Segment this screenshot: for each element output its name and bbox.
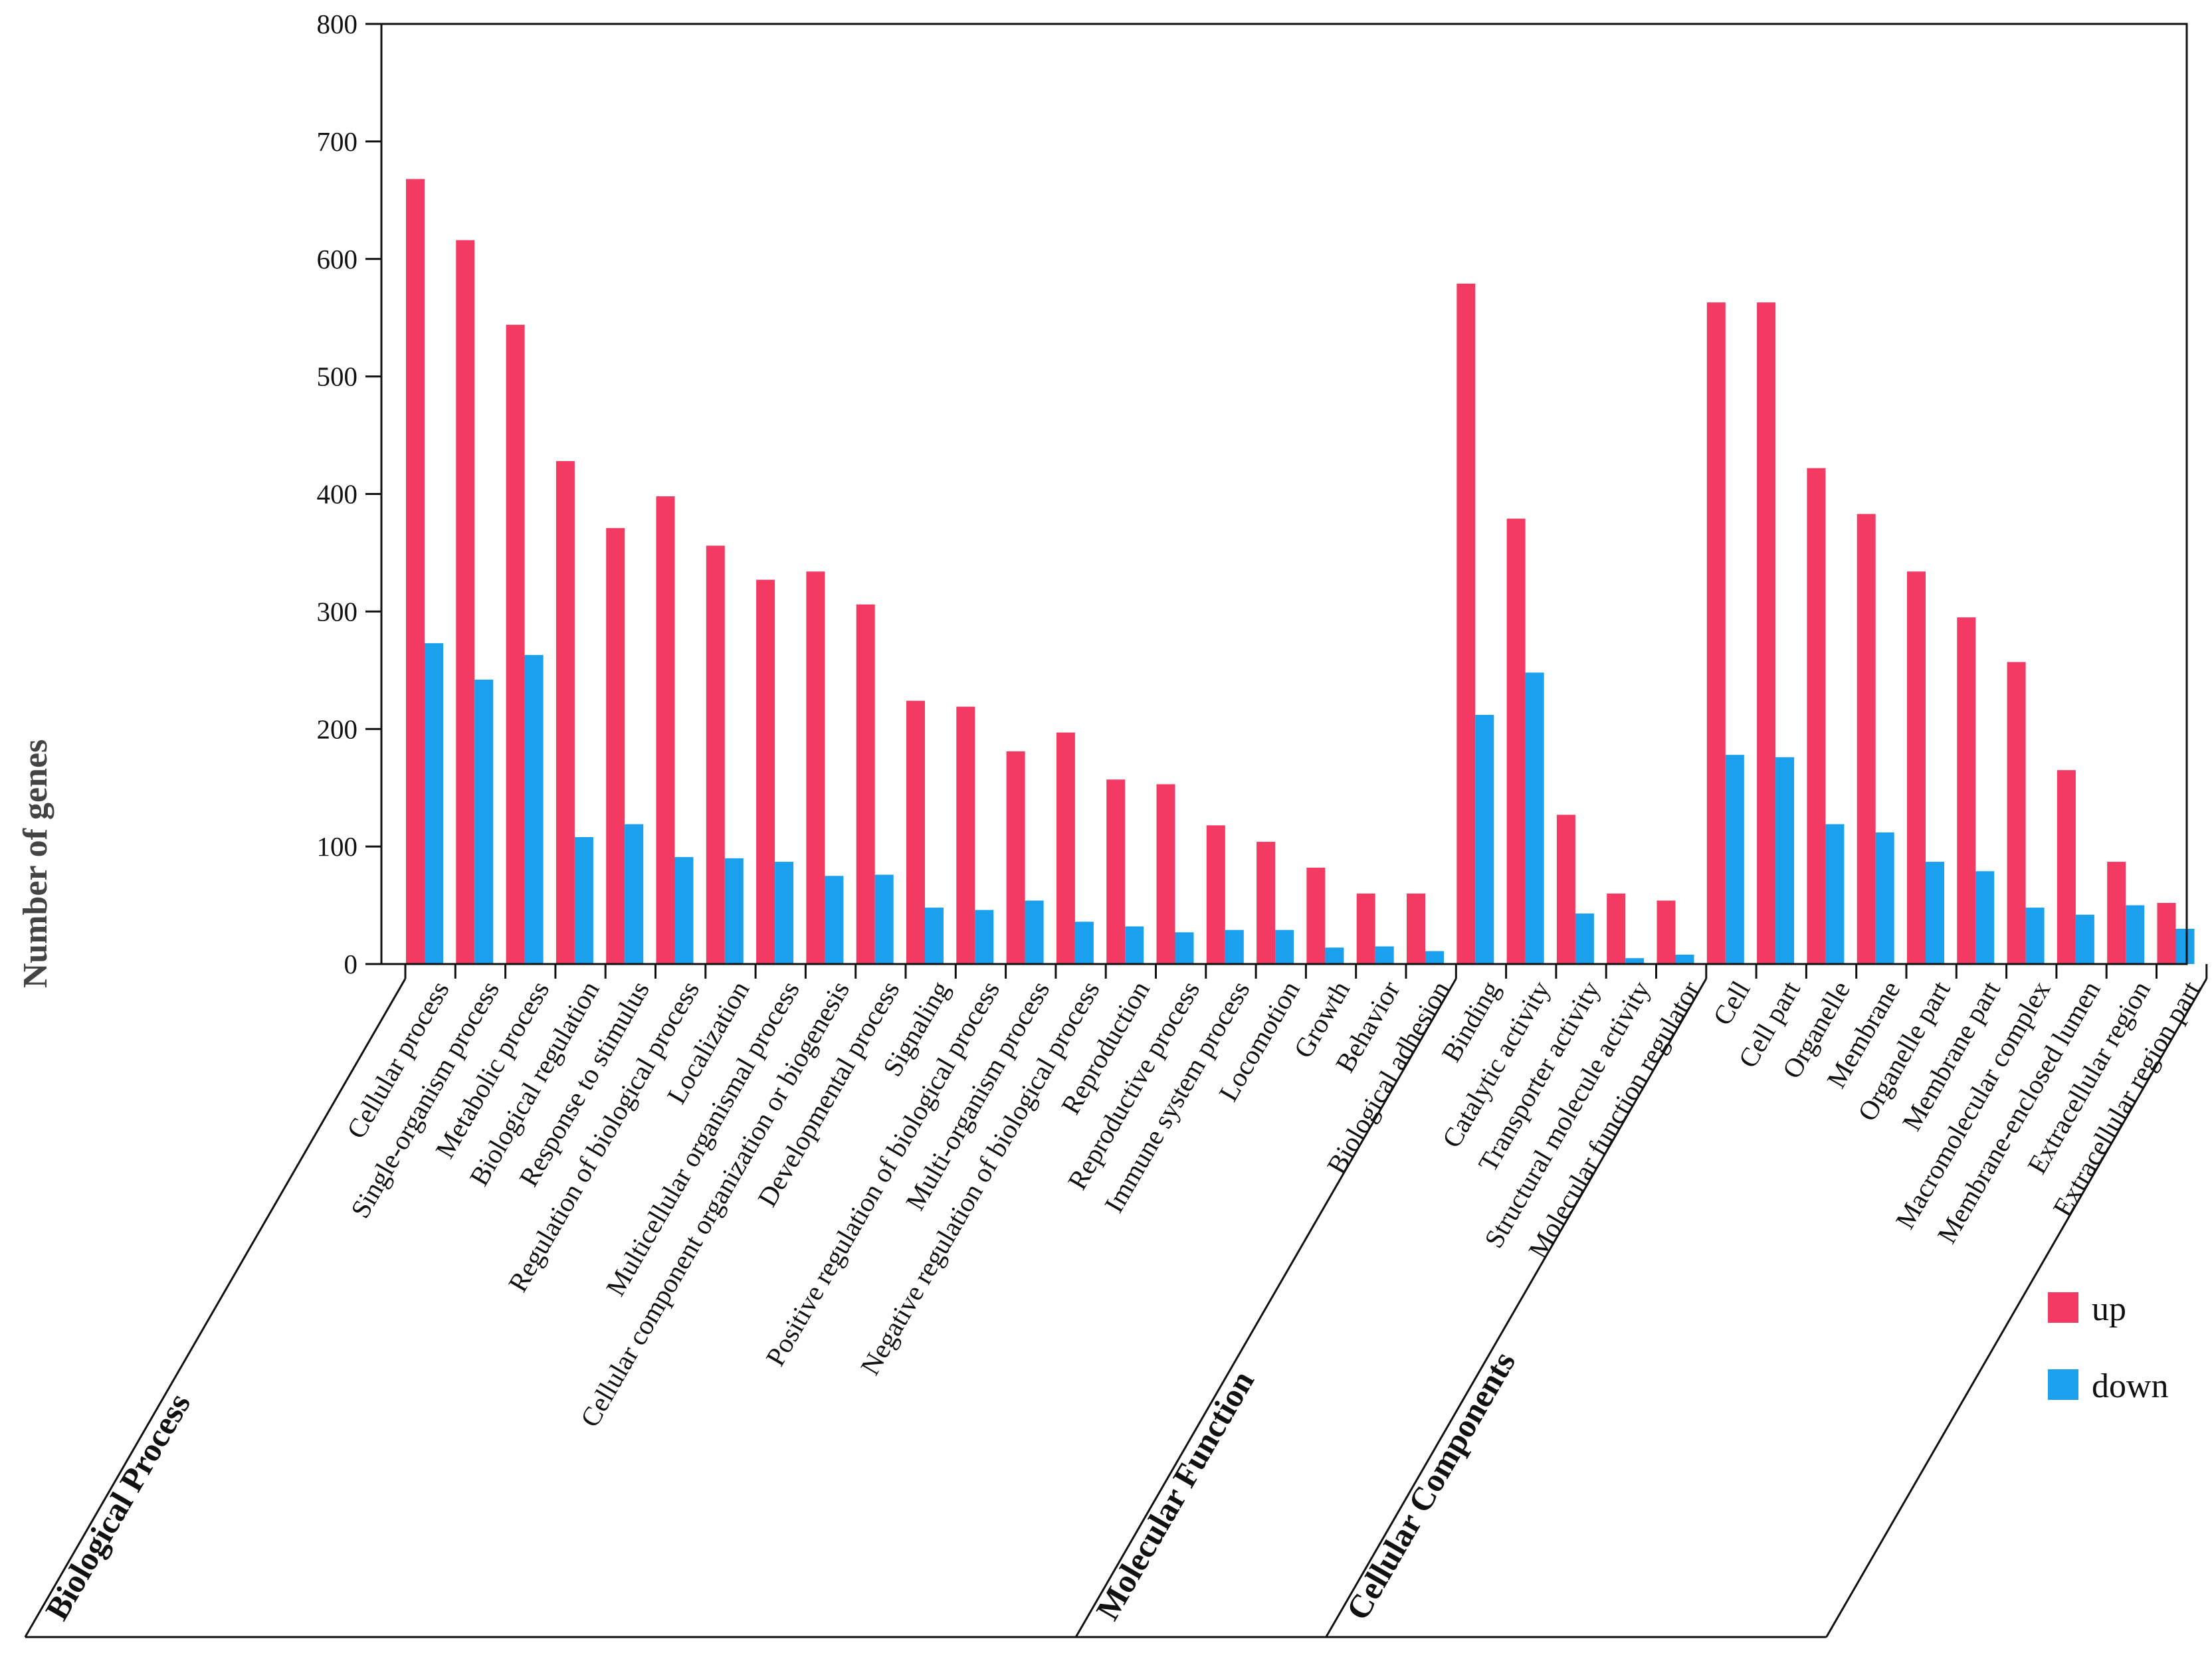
bar-up — [806, 571, 825, 964]
bar-down — [2175, 928, 2195, 964]
bar-up — [1457, 283, 1476, 964]
bar-down — [524, 654, 544, 964]
bar-down — [1725, 755, 1744, 964]
group-separator — [1325, 978, 1708, 1638]
bar-down — [1775, 757, 1795, 964]
bar-up — [1757, 302, 1776, 965]
legend-swatch-up — [2048, 1292, 2078, 1323]
y-tick-label: 600 — [317, 244, 358, 274]
y-tick-label: 100 — [317, 831, 358, 862]
bar-up — [1556, 815, 1575, 964]
bar-down — [1125, 926, 1144, 964]
bar-up — [555, 460, 575, 964]
y-tick-label: 700 — [317, 126, 358, 157]
bar-up — [1957, 617, 1976, 964]
bar-up — [1206, 825, 1225, 964]
bar-up — [756, 579, 775, 964]
bar-up — [1056, 732, 1075, 964]
bar-up — [1356, 893, 1375, 964]
bar-down — [1074, 922, 1094, 964]
bar-up — [1907, 571, 1926, 964]
y-tick-label: 800 — [317, 9, 358, 39]
bar-up — [2107, 862, 2126, 964]
bar-down — [1675, 954, 1694, 964]
group-separator — [1825, 978, 2208, 1638]
bar-up — [1156, 784, 1175, 964]
bar-up — [2057, 770, 2076, 964]
y-tick-label: 300 — [317, 596, 358, 627]
bar-down — [674, 857, 694, 964]
bar-down — [975, 910, 994, 964]
bar-up — [856, 604, 875, 964]
bar-up — [1257, 842, 1276, 964]
bar-up — [1657, 900, 1676, 964]
bar-down — [1525, 672, 1544, 964]
bar-up — [1006, 751, 1025, 964]
legend-label-down: down — [2092, 1367, 2169, 1405]
bar-down — [1275, 929, 1294, 964]
group-label: Cellular Components — [1339, 1345, 1523, 1626]
bar-down — [1325, 947, 1344, 964]
bar-down — [925, 908, 944, 964]
y-tick-label: 0 — [344, 949, 358, 979]
bar-down — [1875, 832, 1894, 964]
bar-up — [906, 700, 925, 964]
bar-up — [1607, 893, 1626, 964]
y-tick-label: 500 — [317, 361, 358, 392]
bar-down — [1975, 871, 1995, 964]
bar-up — [2157, 903, 2176, 964]
bar-down — [2075, 914, 2094, 964]
bar-down — [1475, 715, 1494, 964]
bar-down — [1575, 913, 1594, 964]
bar-down — [775, 862, 794, 964]
bar-up — [656, 496, 675, 964]
bar-up — [1807, 468, 1826, 964]
bar-up — [1857, 514, 1876, 964]
bar-up — [706, 545, 725, 964]
y-axis-label: Number of genes — [17, 739, 54, 989]
bar-up — [506, 324, 525, 964]
bar-down — [1825, 824, 1845, 964]
bar-down — [1375, 946, 1394, 964]
bars-layer — [406, 179, 2195, 965]
bar-up — [1106, 779, 1126, 964]
bar-up — [606, 528, 625, 964]
bar-down — [1025, 900, 1044, 964]
legend-label-up: up — [2092, 1290, 2126, 1328]
bar-up — [1706, 302, 1726, 965]
y-axis: 0 100 200 300 400 500 600 700 800 — [317, 9, 381, 979]
bar-up — [406, 179, 425, 965]
bar-up — [1306, 867, 1326, 964]
group-separator — [1074, 978, 1457, 1638]
group-separator — [24, 978, 407, 1638]
bar-up — [456, 240, 475, 965]
bar-down — [724, 858, 744, 964]
bar-down — [825, 876, 844, 964]
bar-down — [1175, 932, 1194, 964]
bar-down — [2025, 908, 2045, 964]
y-tick-label: 400 — [317, 479, 358, 510]
bar-down — [1425, 951, 1444, 964]
bar-up — [956, 706, 975, 964]
bar-down — [474, 679, 494, 964]
bar-up — [2007, 662, 2026, 964]
bar-down — [1625, 958, 1645, 964]
bar-down — [2126, 905, 2145, 964]
bar-up — [1407, 893, 1425, 964]
legend: up down — [2048, 1290, 2169, 1405]
bar-down — [1225, 929, 1244, 964]
y-tick-label: 200 — [317, 714, 358, 744]
bar-down — [625, 824, 644, 964]
bar-down — [425, 643, 443, 964]
legend-swatch-down — [2048, 1369, 2078, 1400]
category-label: Cell — [1707, 976, 1756, 1030]
group-label: Molecular Function — [1088, 1364, 1261, 1626]
bar-down — [1926, 862, 1944, 964]
bar-down — [574, 836, 593, 964]
bar-down — [874, 874, 894, 964]
bar-up — [1506, 518, 1526, 964]
group-label: Biological Process — [38, 1387, 197, 1626]
